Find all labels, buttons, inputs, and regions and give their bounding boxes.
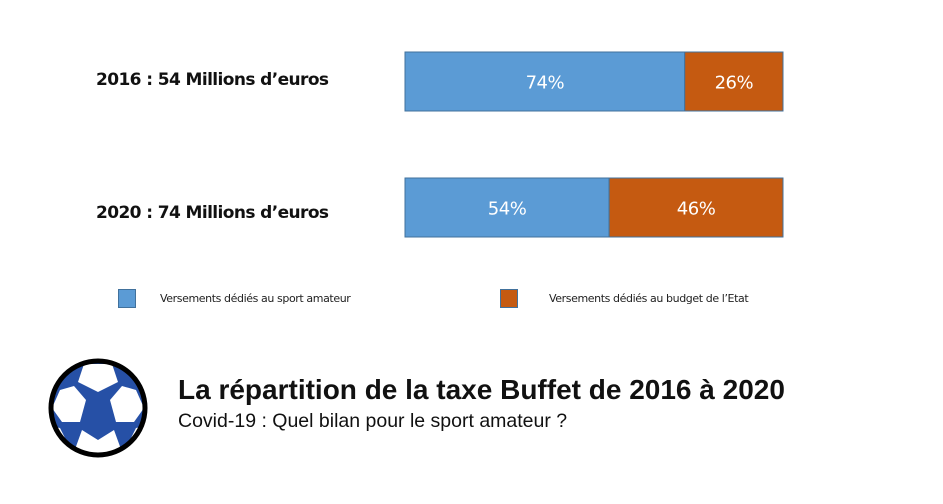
page-subtitle: Covid-19 : Quel bilan pour le sport amat…: [178, 410, 568, 432]
legend-label-etat: Versements dédiés au budget de l’Etat: [549, 292, 749, 305]
bar-segment-amateur-0: [404, 51, 686, 112]
soccer-ball-icon: [48, 358, 148, 458]
data-label: 54%: [488, 199, 527, 220]
data-label: 46%: [677, 199, 716, 220]
legend-swatch-etat: [500, 289, 518, 308]
stacked-bar-chart: 74% 26% 54% 46%: [404, 51, 784, 238]
row-label-2016: 2016 : 54 Millions d’euros: [96, 70, 329, 90]
page-title: La répartition de la taxe Buffet de 2016…: [178, 374, 785, 405]
bar-segment-etat-0: [684, 51, 784, 112]
data-label: 74%: [526, 73, 565, 94]
row-label-2020: 2020 : 74 Millions d’euros: [96, 203, 329, 223]
data-label: 26%: [715, 73, 754, 94]
legend-swatch-amateur: [118, 289, 136, 308]
legend-label-amateur: Versements dédiés au sport amateur: [160, 292, 351, 305]
bar-segment-etat-1: [608, 177, 784, 238]
bar-segment-amateur-1: [404, 177, 610, 238]
